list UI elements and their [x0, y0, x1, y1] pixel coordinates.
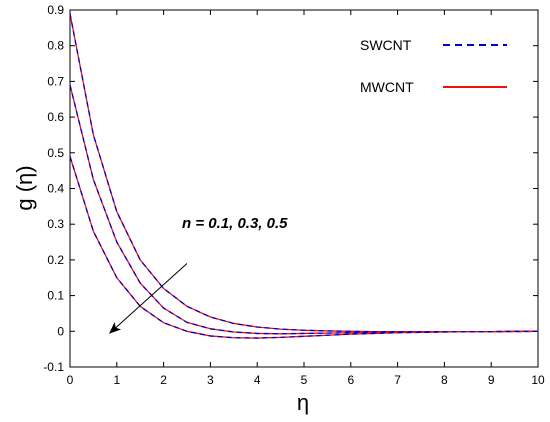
x-tick-label: 3	[207, 373, 214, 387]
series-line-swcnt-n-0.3	[69, 84, 538, 335]
x-tick-label: 8	[441, 373, 448, 387]
x-axis-title: η	[297, 390, 309, 415]
series-layer	[69, 13, 539, 339]
legend: SWCNT MWCNT	[360, 37, 507, 95]
y-tick-label: 0	[57, 324, 64, 338]
x-tick-label: 0	[67, 373, 74, 387]
y-tick-label: 0.7	[47, 74, 64, 88]
x-tick-label: 9	[488, 373, 495, 387]
y-tick-label: 0.9	[47, 3, 64, 17]
y-tick-label: 0.1	[47, 289, 64, 303]
y-tick-label: 0.4	[47, 182, 64, 196]
x-tick-label: 10	[531, 373, 545, 387]
axis-ticks: 0 1 2 3 4 5 6 7 8 9 10-0.100.10.20.30.40.50.60.70.…	[43, 3, 545, 387]
x-tick-label: 5	[301, 373, 308, 387]
x-tick-label: 2	[160, 373, 167, 387]
x-tick-label: 6	[347, 373, 354, 387]
series-line-swcnt-n-0.1	[69, 13, 539, 333]
y-tick-label: -0.1	[43, 360, 64, 374]
y-axis-title: g (η)	[12, 165, 37, 210]
x-tick-label: 4	[254, 373, 261, 387]
legend-label-mwcnt: MWCNT	[360, 79, 414, 95]
annotation: n = 0.1, 0.3, 0.5	[109, 215, 288, 334]
x-tick-label: 1	[113, 373, 120, 387]
y-tick-label: 0.3	[47, 217, 64, 231]
y-tick-label: 0.8	[47, 39, 64, 53]
legend-label-swcnt: SWCNT	[360, 37, 412, 53]
y-tick-label: 0.2	[47, 253, 64, 267]
y-tick-label: 0.5	[47, 146, 64, 160]
x-tick-label: 7	[394, 373, 401, 387]
series-line-mwcnt-n-0.5	[69, 156, 538, 339]
y-tick-label: 0.6	[47, 110, 64, 124]
annotation-label: n = 0.1, 0.3, 0.5	[182, 215, 288, 232]
plot-area	[69, 9, 539, 368]
annotation-arrow	[109, 263, 188, 334]
